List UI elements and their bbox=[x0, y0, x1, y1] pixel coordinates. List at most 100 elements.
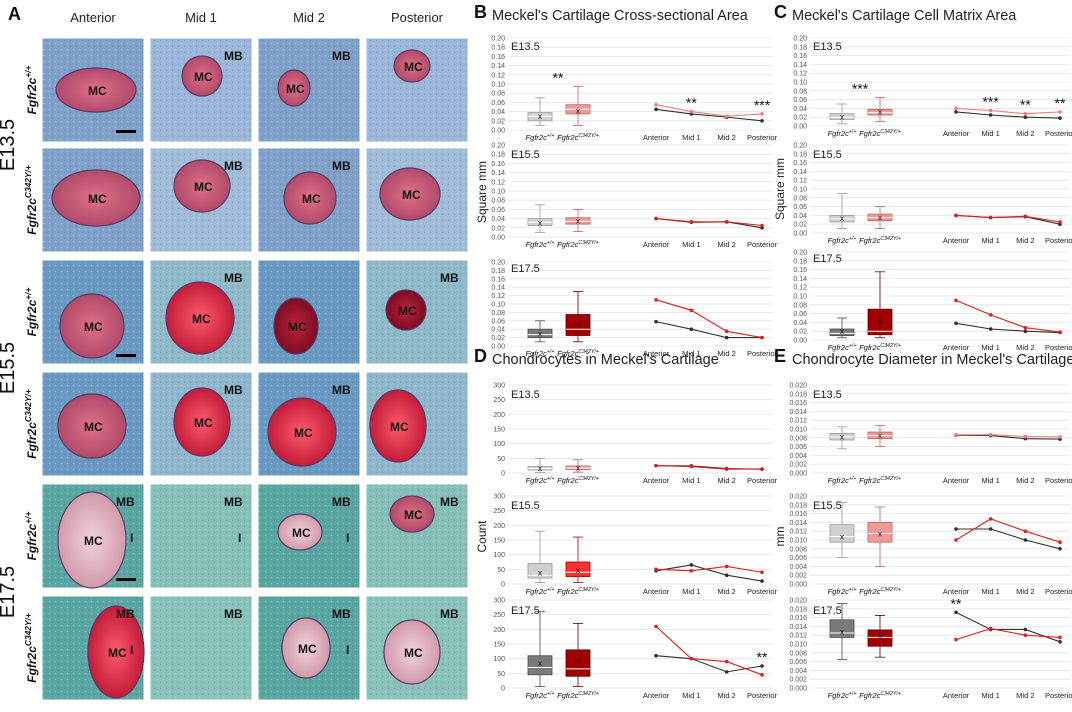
y-tick-label: 150 bbox=[493, 642, 505, 649]
mean-marker: x bbox=[538, 112, 542, 121]
series-point bbox=[654, 319, 658, 324]
series-point bbox=[988, 108, 993, 113]
histology-label: MB bbox=[440, 607, 459, 621]
box bbox=[829, 328, 855, 336]
histology-label: MB bbox=[224, 495, 243, 509]
y-tick-label: 0.06 bbox=[793, 311, 807, 318]
line-category-label: Mid 1 bbox=[682, 133, 700, 142]
panel-letter: B bbox=[474, 2, 487, 22]
histology-image: MC MB bbox=[149, 147, 253, 253]
box-category-label: Fgfr2cC342Y/+ bbox=[859, 476, 901, 485]
histology-label: MB bbox=[332, 495, 351, 509]
y-tick-label: 0.04 bbox=[793, 213, 807, 220]
meckels-cartilage bbox=[57, 491, 127, 589]
box-category-label: Fgfr2cC342Y/+ bbox=[859, 236, 901, 245]
line-category-label: Mid 1 bbox=[682, 691, 700, 700]
meckels-cartilage bbox=[389, 495, 435, 533]
series-point bbox=[689, 464, 694, 469]
meckels-cartilage bbox=[277, 513, 323, 551]
histology-image: MB MC bbox=[365, 259, 469, 365]
y-tick-label: 0.20 bbox=[793, 143, 807, 150]
y-tick-label: 0.008 bbox=[789, 650, 807, 657]
y-tick-label: 0.02 bbox=[793, 329, 807, 336]
subplot-E17.5: 0.00 0.020.04 0.060.080.10 0.120.14 0.160.18… bbox=[491, 260, 777, 359]
series-point bbox=[1023, 529, 1028, 533]
line-category-label: Anterior bbox=[643, 133, 670, 142]
histology-image: MC MB bbox=[257, 147, 361, 253]
y-tick-label: 150 bbox=[493, 538, 505, 545]
series-point bbox=[1058, 435, 1062, 439]
box bbox=[867, 629, 893, 647]
y-tick-label: 0.10 bbox=[793, 80, 807, 87]
series-point bbox=[760, 112, 764, 116]
histology-image: IMC MB bbox=[41, 595, 145, 701]
line-category-label: Mid 2 bbox=[1016, 476, 1034, 485]
line-category-label: Posterior bbox=[747, 691, 778, 700]
series-line-mutant bbox=[955, 628, 1061, 641]
stage-label: E13.5 bbox=[511, 389, 540, 401]
y-tick-label: 0.02 bbox=[491, 118, 505, 125]
line-category-label: Mid 1 bbox=[682, 349, 700, 358]
y-tick-label: 0.018 bbox=[789, 391, 807, 398]
series-line-wt bbox=[955, 434, 1061, 440]
histology-image: MC bbox=[41, 259, 145, 365]
histology-label: MC bbox=[194, 70, 213, 84]
histology-label: MC bbox=[292, 526, 311, 540]
chart-panel-b: B Meckel's Cartilage Cross-sectional Area… bbox=[474, 2, 778, 358]
line-category-label: Anterior bbox=[943, 236, 970, 245]
series-point bbox=[988, 626, 993, 631]
y-tick-label: 0.20 bbox=[491, 260, 505, 267]
panel-letter: E bbox=[774, 346, 786, 366]
series-point bbox=[724, 329, 729, 334]
series-line-mutant bbox=[956, 434, 1061, 438]
histology-image: MC bbox=[41, 371, 145, 477]
box-category-label: Fgfr2c+/+ bbox=[526, 587, 555, 596]
stage-label: E15.5 bbox=[511, 500, 540, 512]
mean-marker: x bbox=[576, 463, 580, 472]
y-tick-label: 250 bbox=[493, 508, 505, 515]
line-category-label: Posterior bbox=[1045, 343, 1072, 352]
histology-image: MC MB bbox=[149, 371, 253, 477]
histology-image: MC bbox=[257, 259, 361, 365]
series-line-mutant bbox=[955, 214, 1061, 223]
y-tick-label: 0.004 bbox=[789, 668, 807, 675]
series-point bbox=[1023, 111, 1028, 116]
line-category-label: Posterior bbox=[747, 240, 778, 249]
series-point bbox=[724, 670, 729, 674]
y-tick-label: 0.020 bbox=[789, 494, 807, 501]
y-tick-label: 0 bbox=[501, 686, 505, 693]
line-category-label: Anterior bbox=[943, 587, 970, 596]
series-point bbox=[654, 653, 658, 658]
series-point bbox=[1023, 325, 1028, 330]
stage-label: E17.5 bbox=[813, 605, 842, 617]
line-category-label: Anterior bbox=[943, 691, 970, 700]
y-tick-label: 0.14 bbox=[491, 285, 505, 292]
series-point bbox=[988, 517, 993, 521]
box-category-label: Fgfr2c+/+ bbox=[526, 133, 555, 142]
series-point bbox=[1023, 627, 1028, 632]
histology-image: MC MB bbox=[149, 259, 253, 365]
series-point bbox=[988, 327, 993, 331]
subplot-E15.5: 0 50 100 150 200 250 300 E15.5 x x Fgfr2c+/+ Fgfr2c… bbox=[493, 494, 777, 597]
series-point bbox=[1058, 110, 1062, 114]
box bbox=[867, 108, 893, 116]
stage-label: E17.5 bbox=[813, 253, 842, 265]
line-category-label: Anterior bbox=[643, 476, 670, 485]
chart-title: Chondrocytes in Meckel's Cartilage bbox=[492, 352, 719, 368]
stage-label: E17.5 bbox=[0, 566, 19, 618]
mean-marker: x bbox=[840, 628, 844, 637]
line-category-label: Mid 1 bbox=[682, 587, 700, 596]
y-tick-label: 0.00 bbox=[793, 338, 807, 345]
line-category-label: Mid 1 bbox=[981, 343, 999, 352]
box-category-label: Fgfr2c+/+ bbox=[828, 587, 857, 596]
histology-image: MB I bbox=[149, 483, 253, 589]
meckels-cartilage bbox=[181, 55, 223, 97]
line-category-label: Posterior bbox=[747, 587, 778, 596]
y-tick-label: 0.20 bbox=[491, 36, 505, 43]
stage-label: E13.5 bbox=[813, 389, 842, 401]
histology-label: MC bbox=[390, 420, 409, 434]
meckels-cartilage bbox=[385, 289, 427, 331]
series-point bbox=[760, 570, 764, 575]
y-tick-label: 0.14 bbox=[793, 62, 807, 69]
series-line-wt bbox=[955, 111, 1061, 119]
